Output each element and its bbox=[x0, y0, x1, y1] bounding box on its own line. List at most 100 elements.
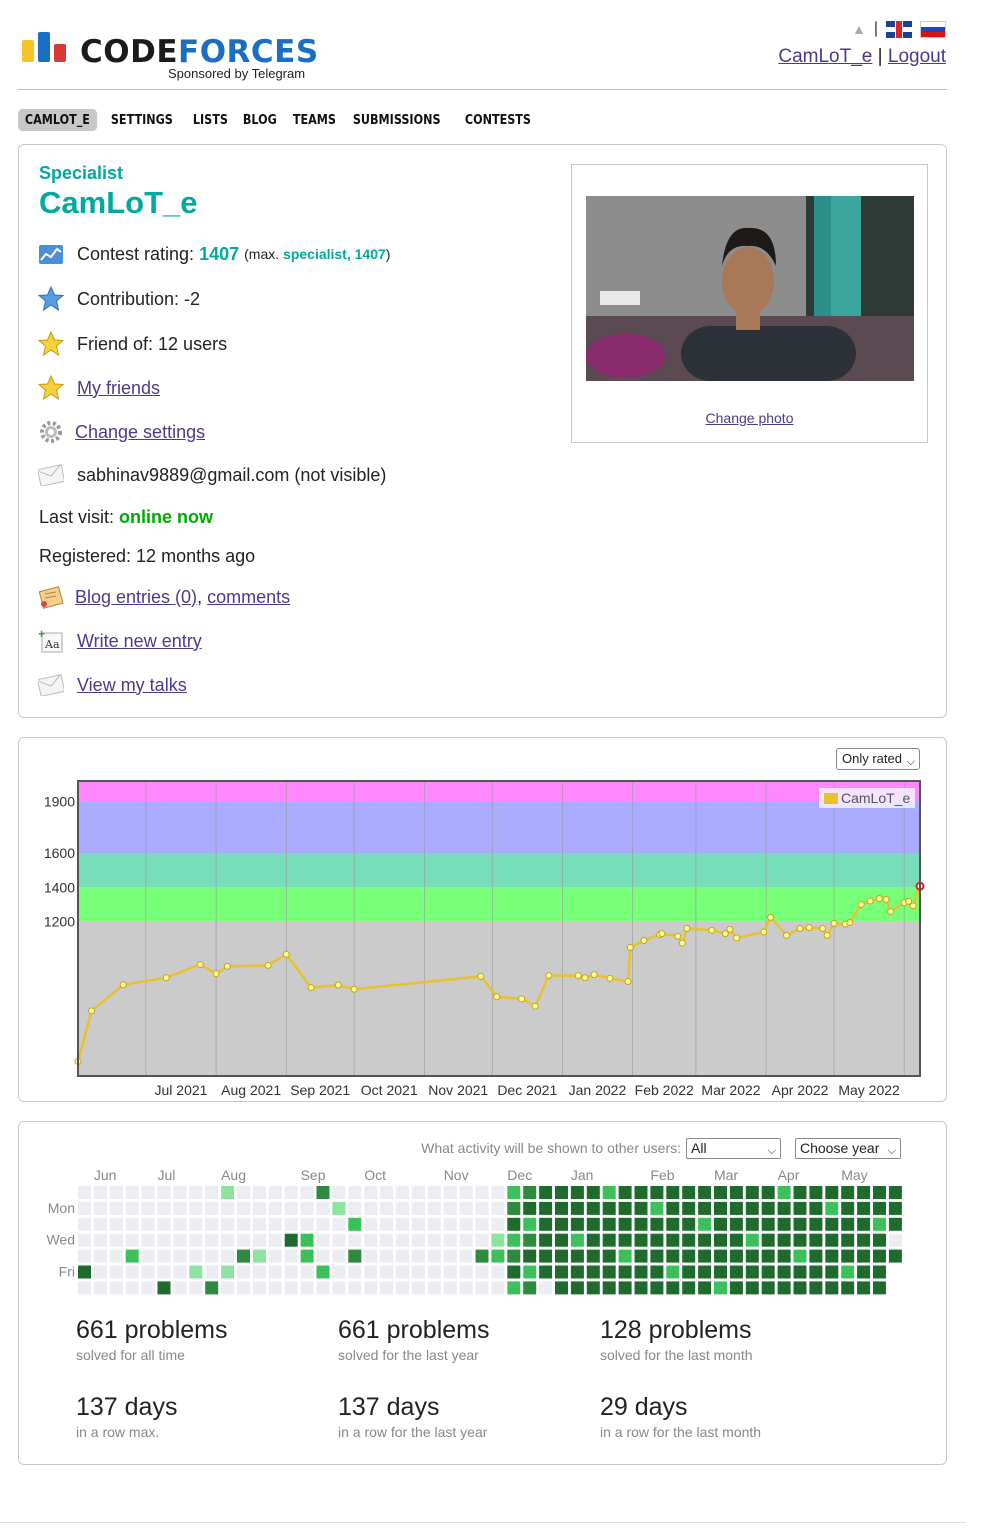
heatmap-cell[interactable] bbox=[539, 1186, 553, 1199]
heatmap-cell[interactable] bbox=[78, 1233, 91, 1247]
rating-point[interactable] bbox=[857, 900, 865, 908]
menu-item-settings[interactable]: SETTINGS bbox=[110, 113, 173, 128]
heatmap-cell[interactable] bbox=[618, 1186, 632, 1199]
heatmap-cell[interactable] bbox=[380, 1217, 394, 1231]
heatmap-cell[interactable] bbox=[443, 1265, 457, 1279]
heatmap-cell[interactable] bbox=[555, 1201, 568, 1215]
rating-point[interactable] bbox=[606, 974, 614, 982]
heatmap-cell[interactable] bbox=[364, 1201, 378, 1215]
heatmap-cell[interactable] bbox=[857, 1249, 871, 1263]
heatmap-cell[interactable] bbox=[475, 1217, 489, 1231]
heatmap-cell[interactable] bbox=[300, 1201, 314, 1215]
heatmap-cell[interactable] bbox=[809, 1249, 823, 1263]
heatmap-cell[interactable] bbox=[618, 1201, 632, 1215]
heatmap-cell[interactable] bbox=[793, 1233, 807, 1247]
rating-point[interactable] bbox=[819, 925, 827, 932]
rating-point[interactable] bbox=[760, 928, 768, 936]
heatmap-cell[interactable] bbox=[714, 1217, 727, 1231]
heatmap-cell[interactable] bbox=[507, 1249, 521, 1263]
heatmap-cell[interactable] bbox=[475, 1233, 489, 1247]
heatmap-cell[interactable] bbox=[157, 1201, 171, 1215]
heatmap-cell[interactable] bbox=[443, 1186, 457, 1199]
heatmap-cell[interactable] bbox=[157, 1265, 171, 1279]
heatmap-cell[interactable] bbox=[205, 1201, 219, 1215]
heatmap-cell[interactable] bbox=[252, 1186, 266, 1199]
heatmap-cell[interactable] bbox=[841, 1281, 855, 1295]
heatmap-cell[interactable] bbox=[841, 1249, 855, 1263]
heatmap-cell[interactable] bbox=[332, 1201, 346, 1215]
heatmap-cell[interactable] bbox=[602, 1186, 616, 1199]
heatmap-cell[interactable] bbox=[634, 1265, 648, 1279]
heatmap-cell[interactable] bbox=[427, 1249, 441, 1263]
rating-point[interactable] bbox=[223, 962, 231, 970]
rating-point[interactable] bbox=[477, 972, 485, 980]
heatmap-cell[interactable] bbox=[491, 1281, 505, 1295]
heatmap-cell[interactable] bbox=[745, 1201, 759, 1215]
menu-item-blog[interactable]: BLOG bbox=[243, 113, 278, 128]
heatmap-cell[interactable] bbox=[777, 1233, 791, 1247]
heatmap-cell[interactable] bbox=[411, 1249, 425, 1263]
heatmap-cell[interactable] bbox=[78, 1201, 91, 1215]
heatmap-cell[interactable] bbox=[602, 1201, 616, 1215]
heatmap-cell[interactable] bbox=[539, 1201, 553, 1215]
heatmap-cell[interactable] bbox=[666, 1249, 680, 1263]
heatmap-cell[interactable] bbox=[682, 1265, 696, 1279]
heatmap-cell[interactable] bbox=[523, 1201, 537, 1215]
rating-point[interactable] bbox=[726, 925, 734, 933]
heatmap-cell[interactable] bbox=[205, 1233, 219, 1247]
rating-point[interactable] bbox=[493, 993, 501, 1001]
heatmap-cell[interactable] bbox=[634, 1233, 648, 1247]
heatmap-cell[interactable] bbox=[189, 1249, 203, 1263]
heatmap-cell[interactable] bbox=[650, 1281, 664, 1295]
year-select[interactable]: Choose year ⌵ bbox=[795, 1138, 901, 1159]
heatmap-cell[interactable] bbox=[78, 1249, 91, 1263]
heatmap-cell[interactable] bbox=[634, 1186, 648, 1199]
heatmap-cell[interactable] bbox=[268, 1281, 282, 1295]
heatmap-cell[interactable] bbox=[825, 1217, 839, 1231]
heatmap-cell[interactable] bbox=[602, 1265, 616, 1279]
heatmap-cell[interactable] bbox=[809, 1201, 823, 1215]
heatmap-cell[interactable] bbox=[475, 1281, 489, 1295]
heatmap-cell[interactable] bbox=[523, 1265, 537, 1279]
profile-link[interactable]: CamLoT_e bbox=[778, 46, 873, 67]
heatmap-cell[interactable] bbox=[173, 1249, 187, 1263]
rating-point[interactable] bbox=[545, 972, 553, 980]
rating-point[interactable] bbox=[733, 934, 741, 942]
heatmap-cell[interactable] bbox=[570, 1186, 584, 1199]
heatmap-cell[interactable] bbox=[93, 1249, 107, 1263]
heatmap-cell[interactable] bbox=[491, 1249, 505, 1263]
heatmap-cell[interactable] bbox=[857, 1281, 871, 1295]
heatmap-cell[interactable] bbox=[348, 1249, 362, 1263]
heatmap-cell[interactable] bbox=[682, 1233, 696, 1247]
heatmap-cell[interactable] bbox=[93, 1265, 107, 1279]
heatmap-cell[interactable] bbox=[475, 1201, 489, 1215]
heatmap-cell[interactable] bbox=[793, 1249, 807, 1263]
heatmap-cell[interactable] bbox=[666, 1281, 680, 1295]
heatmap-cell[interactable] bbox=[125, 1186, 139, 1199]
heatmap-cell[interactable] bbox=[268, 1217, 282, 1231]
heatmap-cell[interactable] bbox=[729, 1186, 743, 1199]
heatmap-cell[interactable] bbox=[475, 1265, 489, 1279]
rating-point[interactable] bbox=[909, 902, 917, 910]
heatmap-cell[interactable] bbox=[364, 1249, 378, 1263]
heatmap-cell[interactable] bbox=[586, 1186, 600, 1199]
heatmap-cell[interactable] bbox=[364, 1233, 378, 1247]
heatmap-cell[interactable] bbox=[443, 1281, 457, 1295]
change-photo-link[interactable]: Change photo bbox=[705, 410, 794, 426]
heatmap-cell[interactable] bbox=[157, 1249, 171, 1263]
heatmap-cell[interactable] bbox=[698, 1265, 712, 1279]
rating-point[interactable] bbox=[307, 984, 315, 992]
heatmap-cell[interactable] bbox=[714, 1201, 727, 1215]
heatmap-cell[interactable] bbox=[316, 1249, 330, 1263]
heatmap-cell[interactable] bbox=[316, 1186, 330, 1199]
rating-point[interactable] bbox=[162, 974, 170, 982]
heatmap-cell[interactable] bbox=[586, 1265, 600, 1279]
heatmap-cell[interactable] bbox=[364, 1281, 378, 1295]
view-talks-link[interactable]: View my talks bbox=[77, 674, 187, 695]
heatmap-cell[interactable] bbox=[761, 1186, 775, 1199]
heatmap-cell[interactable] bbox=[507, 1233, 521, 1247]
rating-point[interactable] bbox=[88, 1007, 96, 1015]
rating-point[interactable] bbox=[640, 937, 648, 945]
heatmap-cell[interactable] bbox=[523, 1249, 537, 1263]
heatmap-cell[interactable] bbox=[443, 1201, 457, 1215]
